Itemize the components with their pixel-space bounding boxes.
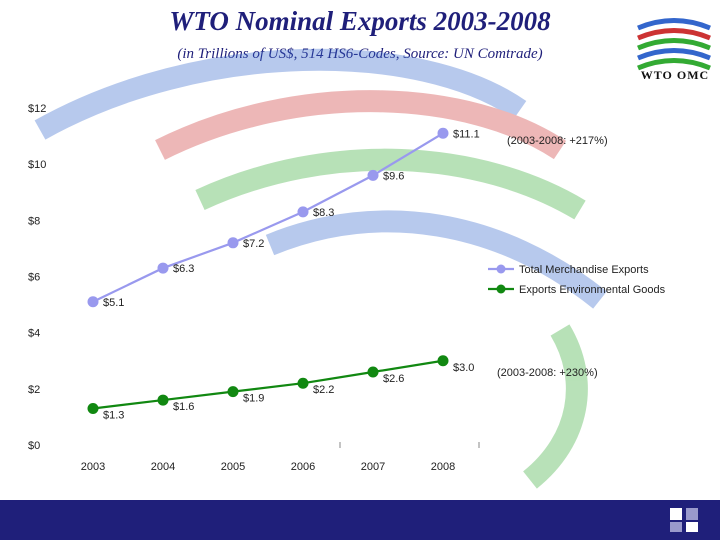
data-label: $5.1 — [103, 297, 124, 309]
y-tick-label: $12 — [28, 103, 46, 115]
data-label: $7.2 — [243, 238, 264, 250]
data-point — [87, 402, 99, 414]
data-point — [157, 262, 169, 274]
x-tick-label: 2004 — [151, 461, 175, 473]
data-point — [437, 127, 449, 139]
footer-bar — [0, 500, 720, 540]
y-tick-label: $4 — [28, 328, 40, 340]
legend-label: Exports Environmental Goods — [519, 284, 666, 296]
y-tick-label: $0 — [28, 440, 40, 452]
data-label: $9.6 — [383, 170, 404, 182]
data-point — [437, 355, 449, 367]
y-tick-label: $6 — [28, 272, 40, 284]
x-tick-label: 2005 — [221, 461, 245, 473]
legend-marker-2 — [496, 284, 506, 294]
chart-title: WTO Nominal Exports 2003-2008 — [169, 6, 551, 36]
footer-logo-icon — [670, 508, 698, 532]
data-point — [227, 237, 239, 249]
data-label: $1.9 — [243, 393, 264, 405]
data-label: $3.0 — [453, 362, 474, 374]
data-point — [87, 296, 99, 308]
background-swooshes — [34, 48, 607, 489]
data-point — [297, 206, 309, 218]
x-tick-label: 2006 — [291, 461, 315, 473]
wto-logo-text: WTO OMC — [640, 68, 710, 82]
data-label: $11.1 — [453, 128, 480, 140]
data-label: $2.6 — [383, 373, 404, 385]
data-label: $2.2 — [313, 384, 334, 396]
data-point — [367, 366, 379, 378]
data-label: $1.3 — [103, 409, 124, 421]
data-point — [157, 394, 169, 406]
legend-label: Total Merchandise Exports — [519, 264, 649, 276]
data-label: $1.6 — [173, 401, 194, 413]
x-tick-label: 2007 — [361, 461, 385, 473]
growth-annotation-environmental: (2003-2008: +230%) — [497, 367, 598, 379]
data-point — [367, 169, 379, 181]
series-line-2 — [92, 359, 444, 410]
series-line-1 — [92, 132, 444, 303]
y-tick-label: $8 — [28, 215, 40, 227]
x-tick-label: 2003 — [81, 461, 105, 473]
chart-area: $0 $2 $4 $6 $8 $10 $12 2003 2004 2005 2006 2007 2008… — [28, 48, 666, 489]
growth-annotation-total: (2003-2008: +217%) — [507, 135, 608, 147]
y-tick-label: $10 — [28, 159, 46, 171]
chart-subtitle: (in Trillions of US$, 514 HS6-Codes, Sou… — [177, 46, 543, 62]
data-point — [297, 377, 309, 389]
data-label: $6.3 — [173, 263, 194, 275]
x-tick-label: 2008 — [431, 461, 455, 473]
data-label: $8.3 — [313, 207, 334, 219]
data-point — [227, 386, 239, 398]
legend-marker-1 — [496, 264, 506, 274]
wto-logo-icon — [637, 18, 711, 71]
y-tick-label: $2 — [28, 384, 40, 396]
